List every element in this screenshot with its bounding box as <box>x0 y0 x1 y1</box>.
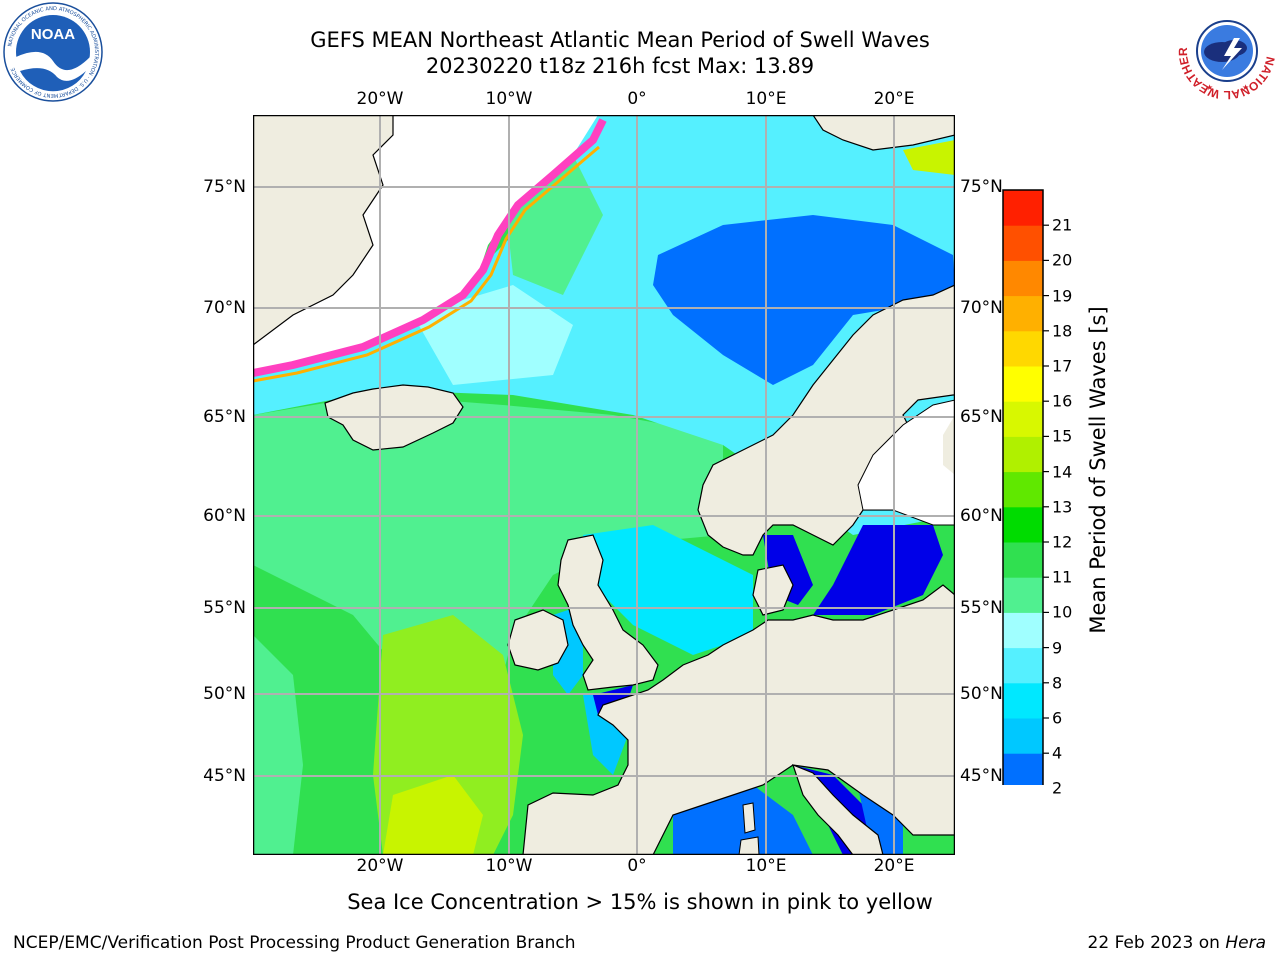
lat-tick-right-45n: 45°N <box>960 766 1003 786</box>
colorbar-segment <box>1003 612 1043 649</box>
denmark <box>752 564 794 616</box>
plot-subtitle: 20230220 t18z 216h fcst Max: 13.89 <box>425 54 815 78</box>
colorbar-segment <box>1003 506 1043 543</box>
lat-tick-left-45n: 45°N <box>203 766 246 786</box>
noaa-logo: NOAA NATIONAL OCEANIC AND ATMOSPHERIC AD… <box>3 2 103 102</box>
lon-tick-top-20e: 20°E <box>873 89 915 109</box>
colorbar-label: 2 <box>1052 778 1063 798</box>
colorbar-label: 4 <box>1052 743 1063 763</box>
sardinia <box>738 836 760 854</box>
lon-tick-top-10w: 10°W <box>485 89 533 109</box>
lat-tick-left-75n: 75°N <box>203 177 246 197</box>
map-plot <box>253 115 955 855</box>
colorbar-label: 16 <box>1052 391 1073 411</box>
colorbar-label: 20 <box>1052 250 1073 270</box>
swell-4-6-northsea <box>583 525 753 655</box>
gulf-of-bothnia <box>857 399 954 526</box>
svg-text:★: ★ <box>1206 83 1213 92</box>
italy <box>792 763 884 854</box>
ireland <box>507 609 569 671</box>
footer-date-text: 22 Feb 2023 on <box>1087 933 1226 953</box>
lon-tick-bottom-10w: 10°W <box>485 856 533 876</box>
colorbar-segment <box>1003 577 1043 613</box>
lat-tick-right-65n: 65°N <box>960 407 1003 427</box>
colorbar-label: 14 <box>1052 462 1073 482</box>
colorbar-label: 21 <box>1052 215 1073 235</box>
footer-credit: NCEP/EMC/Verification Post Processing Pr… <box>13 933 576 953</box>
lon-tick-top-0: 0° <box>627 89 647 109</box>
swell-9-10-west <box>253 635 303 854</box>
swell-8-9-patch <box>413 285 573 385</box>
footer-host: Hera <box>1225 933 1266 953</box>
colorbar-segment <box>1003 295 1043 332</box>
swell-9-10-area <box>253 395 723 854</box>
colorbar-segment <box>1003 718 1043 754</box>
footer-date: 22 Feb 2023 on Hera <box>1088 933 1266 953</box>
colorbar-segment <box>1003 260 1043 297</box>
lat-tick-right-50n: 50°N <box>960 684 1003 704</box>
colorbar-segment <box>1003 682 1043 719</box>
colorbar-segment <box>1003 225 1043 261</box>
colorbar-segment <box>1003 436 1043 473</box>
lon-tick-top-20w: 20°W <box>356 89 404 109</box>
graticule <box>253 115 954 854</box>
colorbar-segment <box>1003 753 1043 785</box>
greenland-land <box>253 115 394 346</box>
colorbar-label: 19 <box>1052 286 1073 306</box>
colorbar-frame <box>1002 189 1044 785</box>
swell-under-2-baltic-east <box>813 525 943 615</box>
finland-east <box>943 416 954 475</box>
corsica <box>742 802 756 834</box>
svg-text:★: ★ <box>1242 83 1249 92</box>
lat-tick-left-50n: 50°N <box>203 684 246 704</box>
noaa-logo-text: NOAA <box>31 26 75 43</box>
swell-2-4-norwegian <box>653 215 954 385</box>
lat-tick-left-55n: 55°N <box>203 598 246 618</box>
lat-tick-right-60n: 60°N <box>960 506 1003 526</box>
map-frame <box>253 115 955 855</box>
swell-13-14-patch <box>383 775 483 854</box>
colorbar-label: 12 <box>1052 532 1073 552</box>
colorbar-segment <box>1003 366 1043 402</box>
lat-tick-left-70n: 70°N <box>203 298 246 318</box>
lat-tick-left-65n: 65°N <box>203 407 246 427</box>
lon-tick-bottom-20w: 20°W <box>356 856 404 876</box>
colorbar-label: 8 <box>1052 673 1063 693</box>
colorbar-label: 18 <box>1052 321 1073 341</box>
colorbar-segment <box>1003 471 1043 508</box>
colorbar-segment <box>1003 542 1043 578</box>
sea-ice-edge <box>253 118 607 377</box>
sea-ice-note: Sea Ice Concentration > 15% is shown in … <box>347 890 933 914</box>
colorbar-segment <box>1003 647 1043 684</box>
lon-tick-bottom-10e: 10°E <box>745 856 787 876</box>
colorbar <box>1002 189 1049 785</box>
lat-tick-right-70n: 70°N <box>960 298 1003 318</box>
sea-ice-edge-yellow <box>253 145 600 383</box>
lon-tick-bottom-20e: 20°E <box>873 856 915 876</box>
colorbar-label: 15 <box>1052 426 1073 446</box>
lon-tick-bottom-0: 0° <box>627 856 647 876</box>
lon-tick-top-10e: 10°E <box>745 89 787 109</box>
colorbar-segment <box>1003 330 1043 367</box>
colorbar-segment <box>1003 190 1043 226</box>
lat-tick-left-60n: 60°N <box>203 506 246 526</box>
colorbar-label: 6 <box>1052 708 1063 728</box>
colorbar-label: 9 <box>1052 638 1063 658</box>
colorbar-label: 13 <box>1052 497 1073 517</box>
colorbar-label: 17 <box>1052 356 1073 376</box>
plot-title: GEFS MEAN Northeast Atlantic Mean Period… <box>310 28 930 52</box>
svalbard-ice <box>903 140 954 175</box>
lat-tick-right-55n: 55°N <box>960 598 1003 618</box>
colorbar-segment <box>1003 401 1043 437</box>
colorbar-label: 11 <box>1052 567 1073 587</box>
lat-tick-right-75n: 75°N <box>960 177 1003 197</box>
colorbar-title: Mean Period of Swell Waves [s] <box>1086 306 1110 634</box>
nws-logo: NATIONAL WEATHER SERVICE ★ ★ <box>1176 0 1278 102</box>
colorbar-label: 10 <box>1052 602 1073 622</box>
